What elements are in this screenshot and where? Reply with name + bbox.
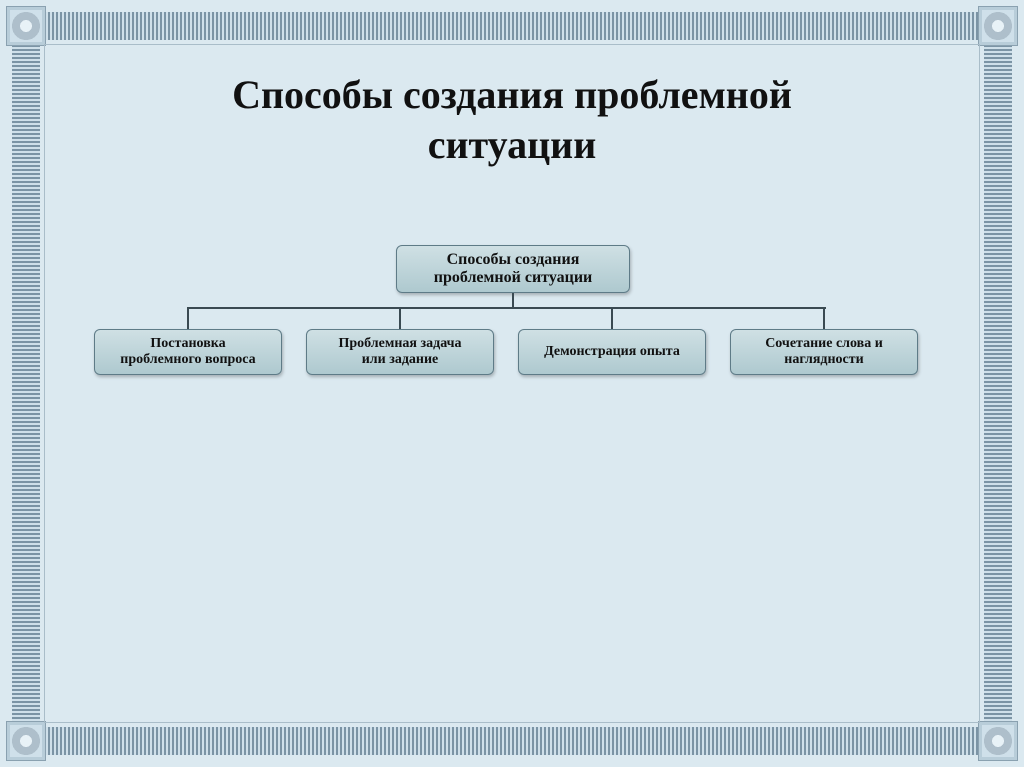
chart-child-node-2: Демонстрация опыта xyxy=(518,329,706,375)
connector-root-stub xyxy=(512,293,514,307)
chart-root-line1: Способы создания xyxy=(434,251,593,269)
connector-drop-3 xyxy=(823,307,825,329)
chart-child-3-line2: наглядности xyxy=(765,352,883,368)
frame-corner-tr xyxy=(978,6,1018,46)
frame-strip-left xyxy=(12,40,40,727)
connector-drop-1 xyxy=(399,307,401,329)
frame-corner-br xyxy=(978,721,1018,761)
frame-corner-bl xyxy=(6,721,46,761)
chart-child-2-line1: Демонстрация опыта xyxy=(544,344,680,360)
chart-child-node-0: Постановкапроблемного вопроса xyxy=(94,329,282,375)
chart-child-1-line2: или задание xyxy=(338,352,461,368)
slide-title-line2: ситуации xyxy=(50,120,974,170)
frame-strip-right xyxy=(984,40,1012,727)
slide-title-line1: Способы создания проблемной xyxy=(50,70,974,120)
chart-child-1-line1: Проблемная задача xyxy=(338,336,461,352)
connector-horizontal-bar xyxy=(188,307,826,309)
connector-drop-2 xyxy=(611,307,613,329)
chart-child-node-1: Проблемная задачаили задание xyxy=(306,329,494,375)
slide-content: Способы создания проблемной ситуации Спо… xyxy=(50,50,974,717)
chart-root-node: Способы создания проблемной ситуации xyxy=(396,245,630,293)
frame-corner-tl xyxy=(6,6,46,46)
chart-child-node-3: Сочетание слова инаглядности xyxy=(730,329,918,375)
frame-strip-top xyxy=(40,12,984,40)
chart-child-0-line2: проблемного вопроса xyxy=(120,352,255,368)
chart-root-line2: проблемной ситуации xyxy=(434,269,593,287)
frame-strip-bottom xyxy=(40,727,984,755)
slide-title: Способы создания проблемной ситуации xyxy=(50,70,974,170)
chart-child-3-line1: Сочетание слова и xyxy=(765,336,883,352)
org-chart: Способы создания проблемной ситуации Пос… xyxy=(50,245,974,425)
connector-drop-0 xyxy=(187,307,189,329)
chart-child-0-line1: Постановка xyxy=(120,336,255,352)
slide-frame: Способы создания проблемной ситуации Спо… xyxy=(0,0,1024,767)
